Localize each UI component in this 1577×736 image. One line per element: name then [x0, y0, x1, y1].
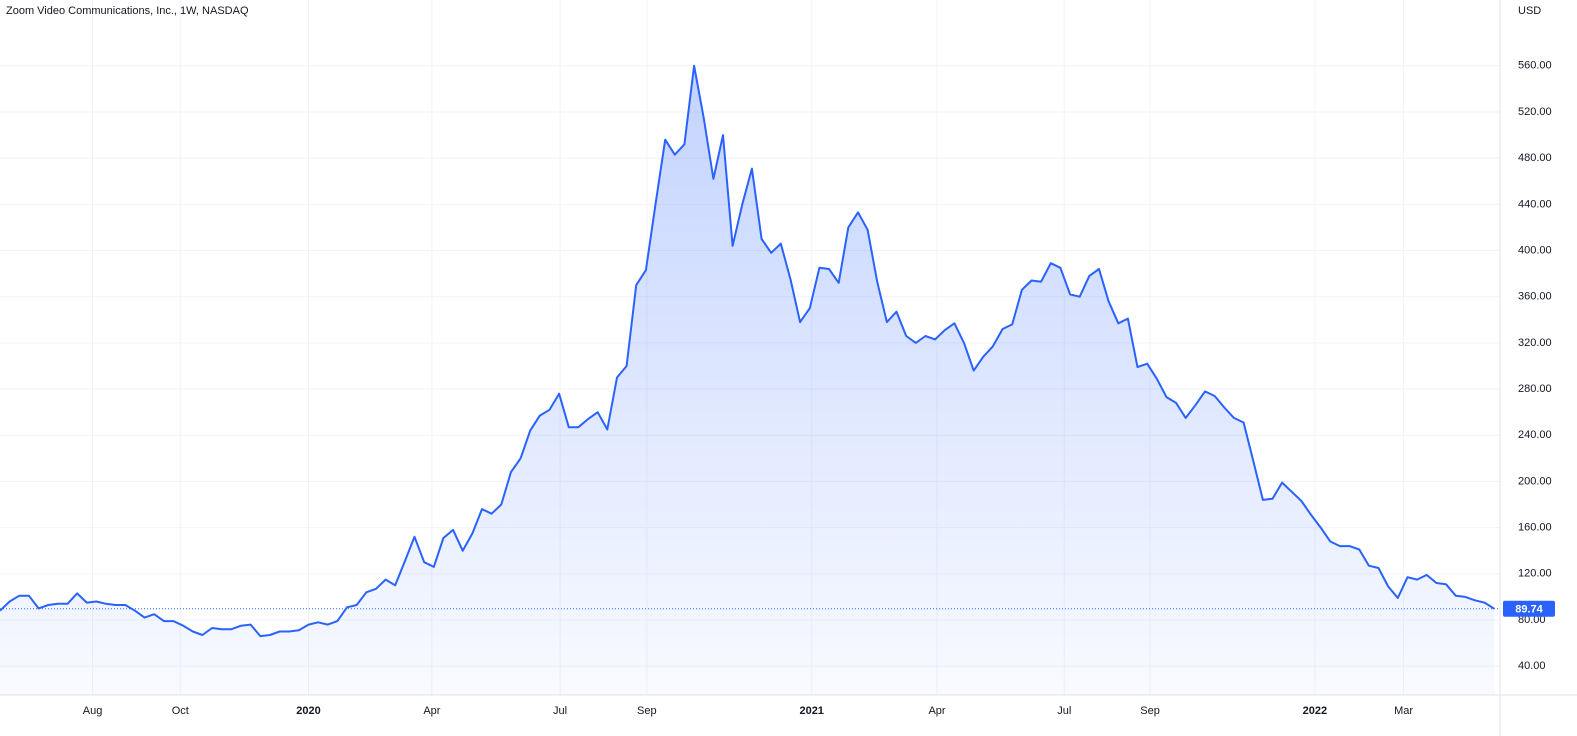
y-tick-label: 120.00 — [1518, 568, 1552, 580]
y-tick-label: 400.00 — [1518, 244, 1552, 256]
y-tick-label: 200.00 — [1518, 475, 1552, 487]
last-price-label: 89.74 — [1515, 604, 1543, 616]
x-tick-label: Oct — [172, 705, 189, 717]
x-tick-label: Jul — [1057, 705, 1071, 717]
last-price-badge — [1503, 600, 1555, 617]
x-tick-label: Sep — [1140, 705, 1160, 717]
chart-title: Zoom Video Communications, Inc., 1W, NAS… — [6, 5, 249, 17]
x-tick-label: 2022 — [1303, 705, 1327, 717]
y-tick-label: 320.00 — [1518, 337, 1552, 349]
x-tick-label: 2021 — [799, 705, 823, 717]
price-line — [0, 64, 1495, 638]
unit-label: USD — [1518, 5, 1541, 17]
y-tick-label: 360.00 — [1518, 291, 1552, 303]
x-tick-label: Apr — [928, 705, 945, 717]
x-tick-label: Jul — [553, 705, 567, 717]
area-fill — [0, 65, 1495, 696]
y-tick-label: 520.00 — [1518, 106, 1552, 118]
x-tick-label: Sep — [637, 705, 657, 717]
y-tick-label: 80.00 — [1518, 614, 1546, 626]
x-tick-label: Apr — [423, 705, 440, 717]
y-tick-label: 280.00 — [1518, 383, 1552, 395]
y-tick-label: 40.00 — [1518, 660, 1546, 672]
y-tick-label: 440.00 — [1518, 198, 1552, 210]
y-tick-label: 560.00 — [1518, 60, 1552, 72]
y-tick-label: 480.00 — [1518, 152, 1552, 164]
x-tick-label: 2020 — [296, 705, 320, 717]
x-tick-label: Mar — [1394, 705, 1413, 717]
x-tick-label: Aug — [83, 705, 103, 717]
y-tick-label: 160.00 — [1518, 522, 1552, 534]
y-tick-label: 240.00 — [1518, 429, 1552, 441]
